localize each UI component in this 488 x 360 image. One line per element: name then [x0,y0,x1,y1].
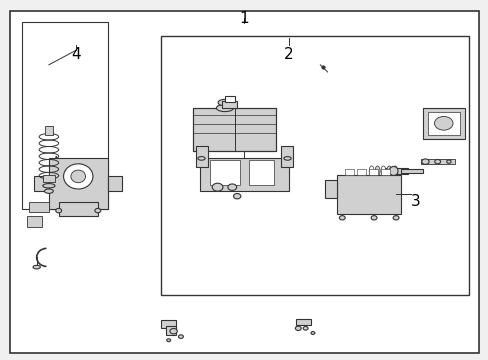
Ellipse shape [227,184,236,190]
Ellipse shape [56,208,61,213]
Bar [420,159,454,164]
Bar [29,202,49,212]
Ellipse shape [370,216,376,220]
Ellipse shape [170,328,177,334]
Ellipse shape [339,216,345,220]
Ellipse shape [212,183,223,191]
Bar [337,175,400,214]
Ellipse shape [380,166,385,176]
Ellipse shape [44,189,53,193]
Ellipse shape [283,157,290,160]
Ellipse shape [303,327,307,330]
Ellipse shape [446,160,450,163]
Bar [381,169,389,175]
Bar [368,169,377,175]
Bar [381,168,407,174]
Ellipse shape [43,184,55,188]
Bar [222,101,237,108]
Bar [200,158,288,191]
Bar [161,36,468,295]
Bar [107,176,122,191]
Bar [210,160,239,185]
Ellipse shape [368,166,373,176]
Ellipse shape [233,194,241,199]
Ellipse shape [63,164,93,189]
Bar [22,22,107,209]
Bar [281,146,293,167]
Ellipse shape [166,339,170,342]
Ellipse shape [433,117,452,130]
Bar [43,175,55,182]
Bar [34,176,49,191]
Text: 3: 3 [410,194,420,210]
Ellipse shape [374,166,379,176]
Bar [195,146,207,167]
Ellipse shape [216,104,233,112]
Text: 1: 1 [239,11,249,26]
Bar [325,180,337,198]
Bar [344,169,353,175]
Ellipse shape [71,170,85,183]
Bar [295,319,310,325]
Bar [400,169,422,173]
Bar [193,108,276,151]
Ellipse shape [178,335,183,338]
Ellipse shape [197,157,205,160]
Ellipse shape [388,166,397,176]
Bar [49,158,107,209]
Bar [427,112,459,135]
Ellipse shape [392,216,398,220]
Ellipse shape [310,332,314,334]
Text: 4: 4 [71,47,81,62]
Ellipse shape [386,166,391,176]
Bar [193,108,276,151]
Bar [224,96,234,102]
Bar [59,202,98,216]
Ellipse shape [218,99,231,106]
Ellipse shape [295,326,301,330]
Bar [422,108,464,139]
Text: 2: 2 [283,47,293,62]
Bar [356,169,365,175]
Bar [166,326,176,335]
Ellipse shape [392,166,397,176]
Ellipse shape [434,159,440,164]
Bar [45,126,53,135]
Bar [27,216,41,227]
Ellipse shape [33,265,40,269]
Bar [161,320,176,328]
Ellipse shape [421,159,428,164]
Ellipse shape [95,208,101,213]
Bar [249,160,273,185]
